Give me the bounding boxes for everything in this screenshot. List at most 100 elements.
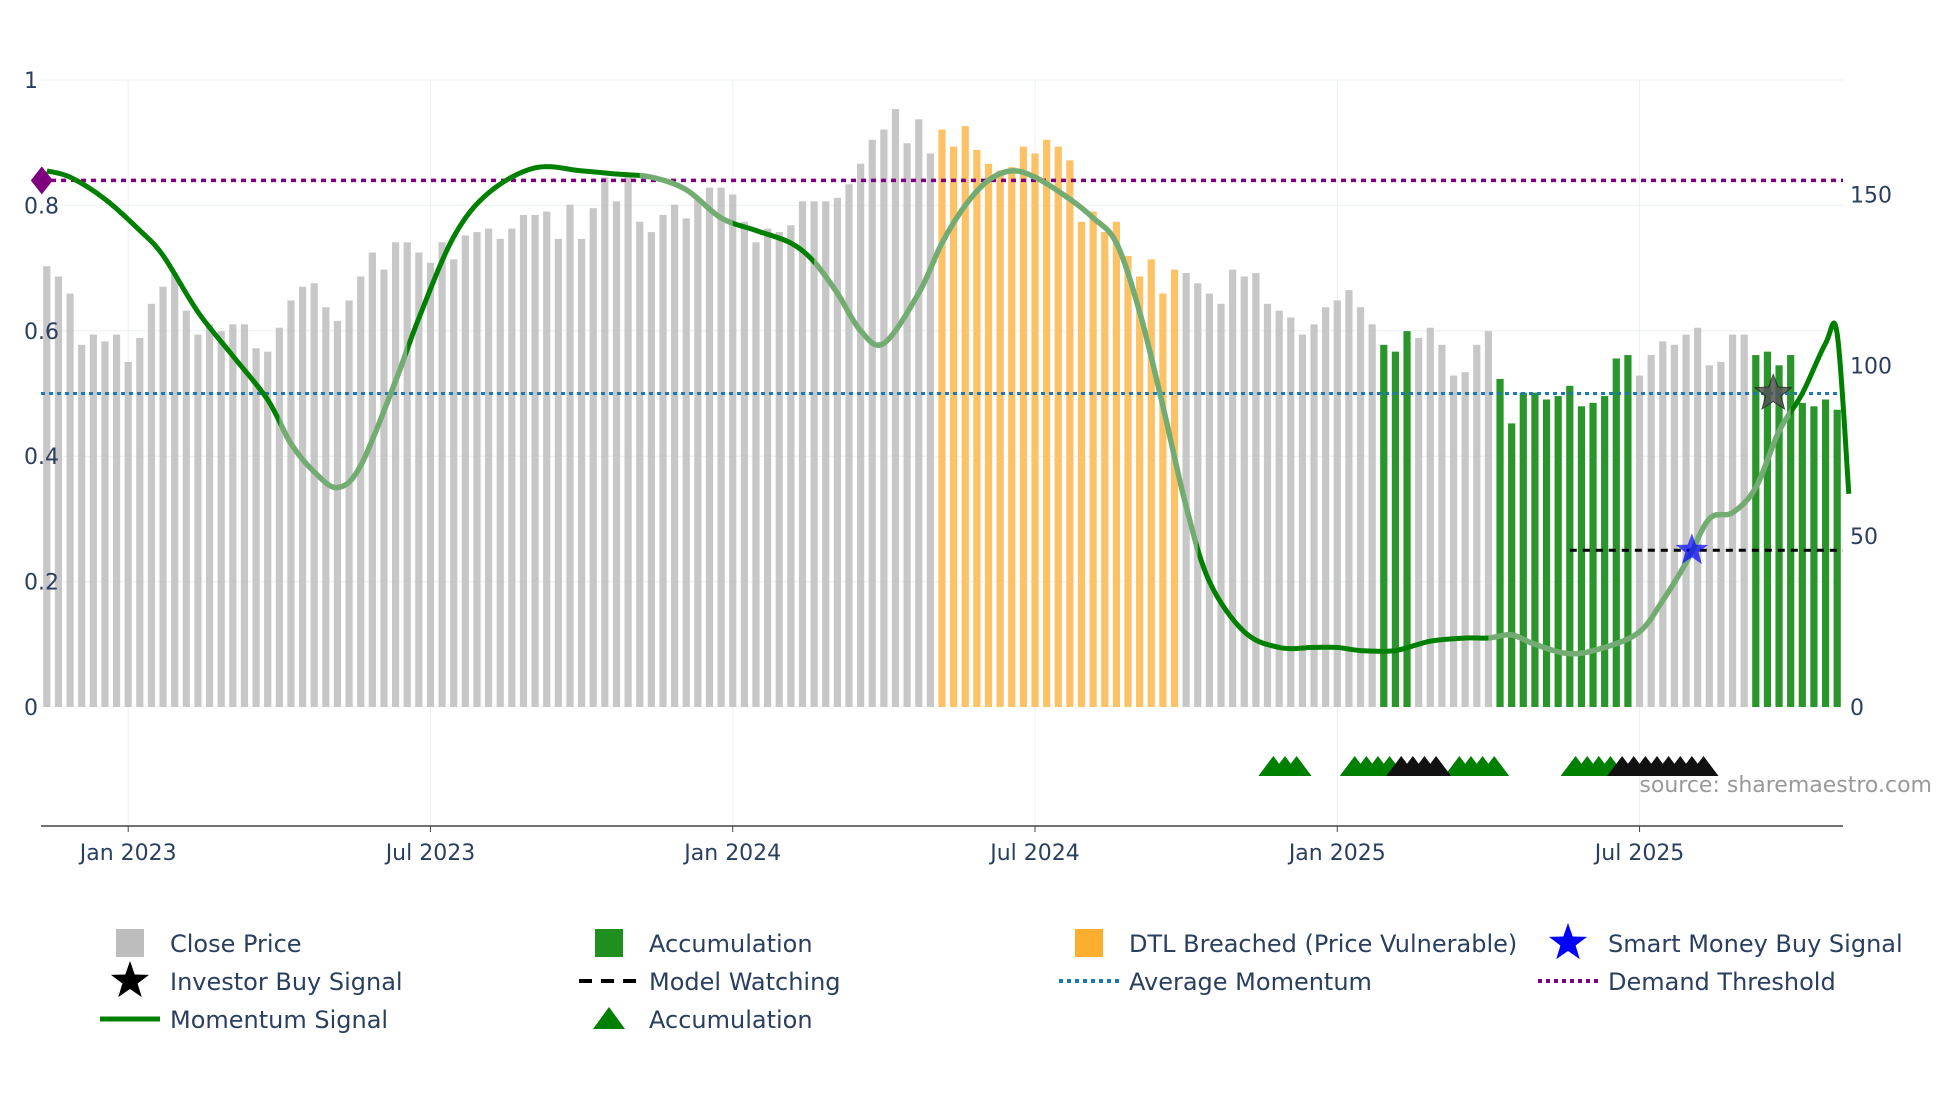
price-bars	[43, 109, 1841, 708]
close-price-bar	[1368, 324, 1376, 707]
close-price-bar	[438, 242, 446, 707]
close-price-bar	[112, 334, 121, 707]
legend-label: Accumulation	[649, 930, 813, 958]
accumulation-bar	[1380, 344, 1388, 707]
dtl-breached-bar	[1008, 167, 1016, 707]
close-price-bar	[1345, 290, 1353, 707]
dtl-breached-bar	[1101, 232, 1109, 708]
close-price-bar	[252, 348, 260, 707]
accumulation-bar	[1391, 351, 1400, 707]
close-price-bar	[1438, 344, 1446, 707]
accumulation-bar	[1787, 355, 1795, 707]
left-axis-tick-label: 0	[24, 696, 38, 721]
close-price-bar	[798, 201, 807, 707]
close-price-bar	[461, 235, 469, 707]
reference-lines	[41, 178, 1843, 552]
close-price-bar	[1717, 361, 1725, 707]
close-price-bar	[298, 286, 307, 707]
momentum-faded-segment	[279, 341, 408, 491]
close-price-bar	[66, 293, 74, 707]
close-price-bar	[1461, 372, 1469, 707]
close-price-bar	[810, 201, 818, 707]
legend-swatch	[116, 929, 144, 957]
legend-star-icon	[110, 961, 150, 998]
close-price-bar	[1298, 334, 1307, 707]
close-price-bar	[1217, 303, 1225, 707]
accumulation-bar	[1810, 406, 1818, 707]
accumulation-bar	[1601, 396, 1609, 707]
close-price-bar	[182, 310, 190, 707]
close-price-bar	[1415, 337, 1423, 707]
dtl-breached-bar	[1170, 269, 1179, 707]
close-price-bar	[1275, 310, 1283, 707]
dtl-breached-bar	[1077, 221, 1086, 707]
close-price-bar	[577, 238, 586, 707]
left-axis-tick-label: 1	[24, 69, 38, 94]
close-price-bar	[531, 214, 539, 708]
close-price-bar	[1694, 327, 1702, 707]
close-price-bar	[496, 238, 504, 707]
close-price-bar	[554, 238, 562, 707]
close-price-bar	[543, 211, 551, 707]
close-price-bar	[612, 201, 621, 707]
close-price-bar	[1670, 344, 1679, 707]
accumulation-bar	[1542, 399, 1551, 707]
close-price-bar	[345, 300, 353, 707]
accumulation-triangle	[1281, 756, 1312, 776]
accumulation-bar	[1508, 423, 1516, 707]
close-price-bar	[1449, 375, 1458, 707]
accumulation-bar	[1519, 392, 1527, 707]
close-price-bar	[403, 242, 411, 707]
legend-label: Demand Threshold	[1608, 968, 1836, 996]
accumulation-bar	[1403, 331, 1411, 707]
close-price-bar	[380, 269, 388, 707]
close-price-bar	[124, 361, 132, 707]
close-price-bar	[1682, 334, 1690, 707]
right-axis-tick-label: 50	[1850, 525, 1878, 550]
legend-label: Investor Buy Signal	[170, 968, 403, 996]
dtl-breached-bar	[996, 170, 1004, 708]
close-price-bar	[1333, 300, 1341, 707]
close-price-bar	[229, 324, 237, 707]
close-price-bar	[426, 262, 435, 707]
close-price-bar	[891, 109, 900, 708]
start-marker-diamond	[30, 166, 53, 195]
close-price-bar	[89, 334, 97, 707]
momentum-faded-segment	[1488, 407, 1791, 657]
source-label: source: sharemaestro.com	[1639, 773, 1932, 798]
smart-money-buy-star	[1675, 533, 1709, 565]
close-price-bar	[647, 232, 655, 708]
close-price-bar	[833, 197, 841, 708]
close-price-bar	[1322, 307, 1330, 707]
accumulation-bar	[1589, 402, 1597, 707]
close-price-bar	[1647, 355, 1655, 707]
dtl-breached-bar	[973, 150, 981, 707]
dtl-breached-bar	[950, 146, 958, 708]
dtl-breached-bar	[1031, 153, 1039, 708]
close-price-bar	[1287, 317, 1295, 707]
close-price-bar	[1705, 365, 1713, 707]
close-price-bar	[54, 276, 63, 707]
legend-swatch	[1075, 929, 1103, 957]
close-price-bar	[1263, 303, 1272, 707]
dtl-breached-bar	[938, 129, 946, 708]
legend-item: DTL Breached (Price Vulnerable)	[1075, 929, 1517, 958]
left-axis-tick-label: 0.8	[24, 194, 59, 219]
close-price-bar	[671, 204, 679, 707]
close-price-bar	[171, 273, 179, 707]
close-price-bar	[845, 184, 853, 707]
accumulation-bar	[1554, 396, 1562, 707]
x-axis-tick-label: Jul 2025	[1593, 841, 1685, 866]
x-axis-tick-label: Jan 2024	[682, 841, 781, 866]
close-price-bar	[1252, 273, 1260, 707]
legend-label: Smart Money Buy Signal	[1608, 930, 1903, 958]
close-price-bar	[694, 197, 702, 708]
close-price-bar	[1659, 341, 1667, 707]
close-price-bar	[682, 218, 690, 707]
legend-item: Smart Money Buy Signal	[1548, 923, 1903, 960]
close-price-bar	[740, 221, 748, 707]
legend-star-icon	[1548, 923, 1588, 960]
accumulation-bar	[1496, 378, 1504, 707]
accumulation-bar	[1763, 351, 1772, 707]
dtl-breached-bar	[1112, 221, 1120, 707]
